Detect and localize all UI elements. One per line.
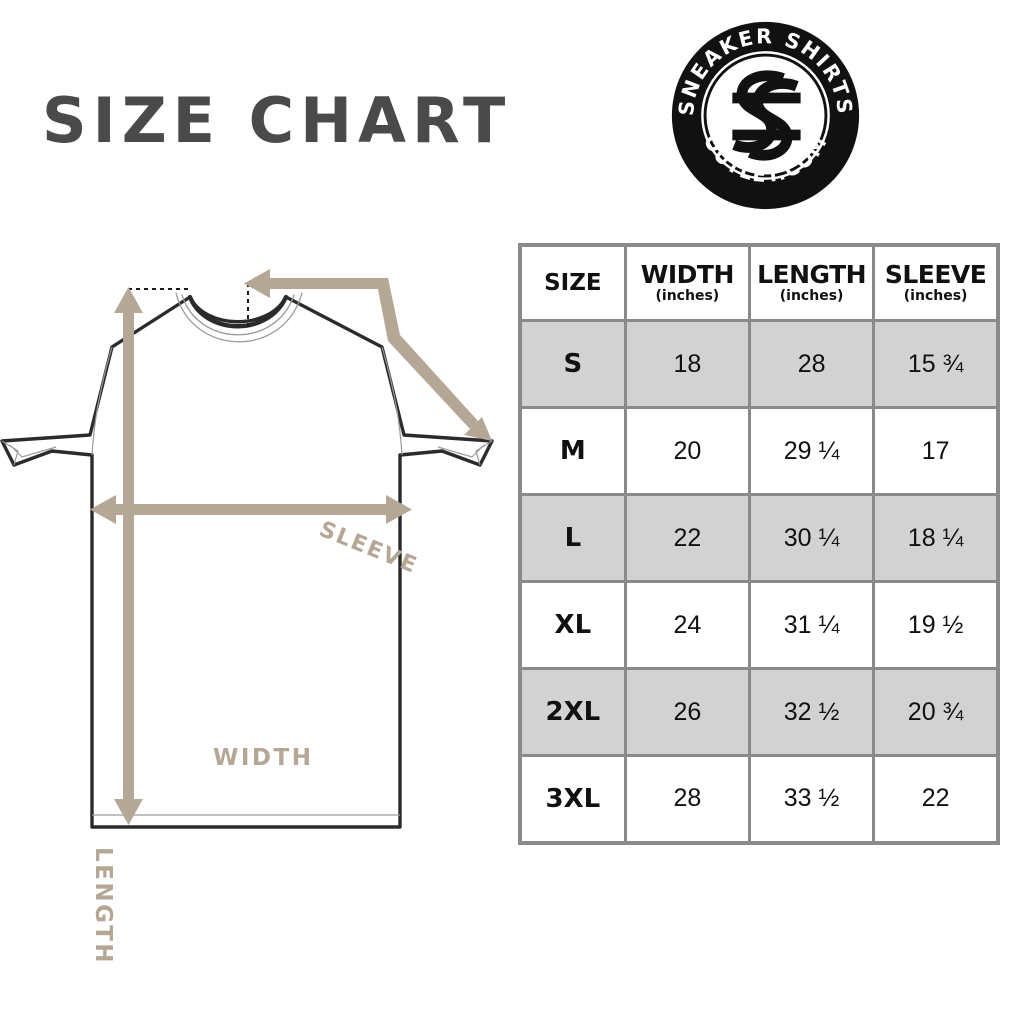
brand-logo: SNEAKER SHIRTS OUTLET.COM [668, 18, 863, 213]
table-row: M 20 29 ¼ 17 [518, 406, 1000, 496]
column-header-size: SIZE [518, 243, 627, 322]
cell-sleeve: 19 ½ [872, 580, 1000, 670]
cell-size: S [518, 319, 627, 409]
column-header-width-unit: (inches) [655, 287, 720, 304]
tshirt-diagram: WIDTH LENGTH SLEEVE [0, 255, 512, 965]
cell-length: 29 ¼ [747, 406, 876, 496]
cell-sleeve: 20 ¾ [872, 667, 1000, 757]
collar-detail-lines [175, 292, 303, 343]
length-label: LENGTH [90, 847, 116, 966]
cell-width: 26 [623, 667, 751, 757]
cell-size: 3XL [518, 754, 627, 844]
column-header-width-title: WIDTH [640, 259, 735, 289]
cell-length: 30 ¼ [747, 493, 876, 583]
cell-size: L [518, 493, 627, 583]
cell-length: 33 ½ [747, 754, 876, 844]
cell-size: 2XL [518, 667, 627, 757]
cell-width: 28 [623, 754, 751, 844]
cell-width: 20 [623, 406, 751, 496]
table-header-row: SIZE WIDTH (inches) LENGTH (inches) SLEE… [518, 243, 1000, 322]
column-header-sleeve-unit: (inches) [903, 287, 968, 304]
cell-width: 24 [623, 580, 751, 670]
length-arrow [114, 287, 143, 825]
cell-length: 28 [747, 319, 876, 409]
guide-dotted-lines [128, 283, 249, 329]
table-body: S 18 28 15 ¾ M 20 29 ¼ 17 L 22 30 ¼ 18 ¼… [518, 319, 1000, 844]
cell-size: XL [518, 580, 627, 670]
cell-sleeve: 17 [872, 406, 1000, 496]
table-row: XL 24 31 ¼ 19 ½ [518, 580, 1000, 670]
page-title: SIZE CHART [42, 84, 512, 157]
width-label: WIDTH [213, 745, 314, 771]
column-header-length-unit: (inches) [779, 287, 844, 304]
cell-length: 31 ¼ [747, 580, 876, 670]
cell-sleeve: 18 ¼ [872, 493, 1000, 583]
column-header-sleeve: SLEEVE (inches) [872, 243, 1000, 322]
column-header-width: WIDTH (inches) [623, 243, 751, 322]
cell-length: 32 ½ [747, 667, 876, 757]
width-arrow [90, 495, 412, 524]
sleeve-arrow [244, 267, 492, 441]
table-row: S 18 28 15 ¾ [518, 319, 1000, 409]
table-row: 2XL 26 32 ½ 20 ¾ [518, 667, 1000, 757]
cell-sleeve: 22 [872, 754, 1000, 844]
column-header-sleeve-title: SLEEVE [884, 259, 987, 289]
measure-arrows [90, 267, 492, 825]
column-header-length-title: LENGTH [757, 259, 867, 289]
size-table: SIZE WIDTH (inches) LENGTH (inches) SLEE… [518, 243, 1000, 845]
column-header-length: LENGTH (inches) [747, 243, 876, 322]
column-header-size-title: SIZE [544, 269, 602, 296]
table-header: SIZE WIDTH (inches) LENGTH (inches) SLEE… [518, 243, 1000, 322]
seam-detail-lines [9, 346, 485, 816]
sleeve-hem-lines [1, 440, 493, 466]
collar-rib [187, 294, 289, 329]
cell-sleeve: 15 ¾ [872, 319, 1000, 409]
cell-width: 18 [623, 319, 751, 409]
cell-size: M [518, 406, 627, 496]
logo-inner-ring [703, 53, 828, 178]
table-row: L 22 30 ¼ 18 ¼ [518, 493, 1000, 583]
logo-monogram [732, 70, 801, 161]
cell-width: 22 [623, 493, 751, 583]
table-row: 3XL 28 33 ½ 22 [518, 754, 1000, 844]
